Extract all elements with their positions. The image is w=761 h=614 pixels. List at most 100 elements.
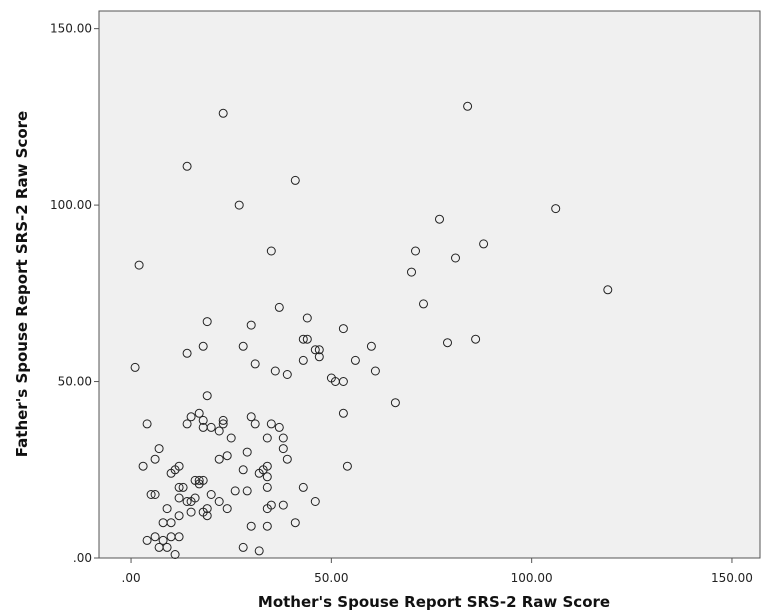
data-point — [238, 341, 248, 351]
y-tick-label: 150.00 — [50, 22, 92, 36]
data-point — [202, 511, 212, 521]
data-point — [278, 444, 288, 454]
data-point — [411, 246, 420, 256]
data-point — [266, 419, 276, 429]
data-point — [302, 334, 312, 344]
data-point — [338, 324, 348, 334]
data-point — [142, 419, 152, 429]
data-point — [178, 482, 188, 492]
data-point — [266, 246, 276, 256]
data-point — [342, 461, 352, 471]
data-point — [214, 497, 224, 506]
data-point — [463, 101, 473, 111]
data-point — [218, 415, 228, 425]
data-point — [174, 461, 184, 471]
data-point — [206, 422, 216, 432]
data-point — [262, 521, 272, 531]
data-point — [274, 422, 284, 432]
data-point — [154, 444, 164, 454]
data-point — [274, 302, 284, 312]
data-point — [150, 454, 160, 464]
data-point — [202, 391, 212, 401]
data-point — [278, 433, 288, 443]
data-point — [214, 454, 224, 464]
data-point — [270, 366, 280, 376]
data-point — [298, 334, 308, 344]
data-point — [435, 214, 444, 224]
data-point — [170, 550, 180, 559]
data-point — [194, 475, 204, 485]
data-point — [338, 377, 348, 386]
data-point — [138, 461, 148, 471]
x-tick-label: 100.00 — [511, 571, 553, 585]
data-point — [230, 486, 240, 496]
data-point — [198, 341, 208, 351]
data-point — [174, 482, 184, 492]
data-point — [246, 412, 256, 422]
data-point — [182, 348, 192, 358]
data-point — [298, 355, 308, 365]
data-point — [134, 260, 144, 270]
data-point — [218, 419, 228, 429]
data-point — [174, 511, 184, 521]
data-point — [194, 408, 204, 418]
data-point — [262, 472, 272, 482]
y-tick-label: 100.00 — [50, 198, 92, 212]
data-point — [162, 504, 172, 514]
data-point — [302, 313, 312, 323]
data-point — [250, 419, 260, 429]
data-point — [150, 532, 160, 542]
x-tick-label: 150.00 — [711, 571, 753, 585]
data-point — [246, 320, 256, 330]
data-point — [142, 535, 152, 545]
x-tick-label: 50.00 — [314, 571, 348, 585]
data-point — [150, 490, 160, 499]
data-point — [234, 200, 244, 210]
data-point — [246, 521, 256, 531]
data-point — [370, 366, 380, 376]
data-point — [202, 504, 212, 514]
data-point — [198, 475, 208, 485]
data-point — [222, 504, 232, 514]
data-point — [479, 239, 489, 249]
data-point — [190, 493, 200, 503]
data-point — [186, 412, 196, 422]
data-point — [262, 433, 272, 443]
data-point — [551, 204, 561, 214]
data-point — [202, 317, 212, 327]
data-point — [390, 398, 400, 408]
data-point — [186, 507, 196, 517]
data-point — [242, 486, 252, 496]
y-tick-label: 50.00 — [58, 375, 92, 389]
data-point — [182, 161, 192, 171]
data-point — [146, 490, 156, 499]
data-point — [242, 447, 252, 457]
data-points — [130, 101, 613, 559]
data-point — [278, 500, 288, 510]
data-point — [206, 490, 216, 499]
data-point — [238, 465, 248, 475]
y-axis-title: Father's Spouse Report SRS-2 Raw Score — [13, 111, 31, 457]
plot-area — [98, 10, 761, 559]
x-axis-title: Mother's Spouse Report SRS-2 Raw Score — [258, 593, 610, 611]
data-point — [298, 482, 308, 492]
data-point — [182, 419, 192, 429]
data-point — [290, 518, 300, 528]
x-axis: .00 50.00 100.00 150.00 — [122, 558, 753, 585]
data-point — [314, 345, 324, 355]
data-point — [166, 518, 176, 528]
data-point — [182, 497, 192, 506]
data-point — [290, 175, 300, 185]
data-point — [266, 500, 276, 510]
data-point — [218, 108, 228, 118]
y-axis: .00 50.00 100.00 150.00 — [50, 22, 99, 565]
data-point — [407, 267, 416, 277]
data-point — [471, 334, 481, 344]
data-point — [603, 285, 613, 295]
data-point — [419, 299, 428, 309]
data-point — [174, 493, 184, 503]
data-point — [250, 359, 260, 369]
data-point — [282, 370, 292, 379]
data-point — [226, 433, 236, 443]
